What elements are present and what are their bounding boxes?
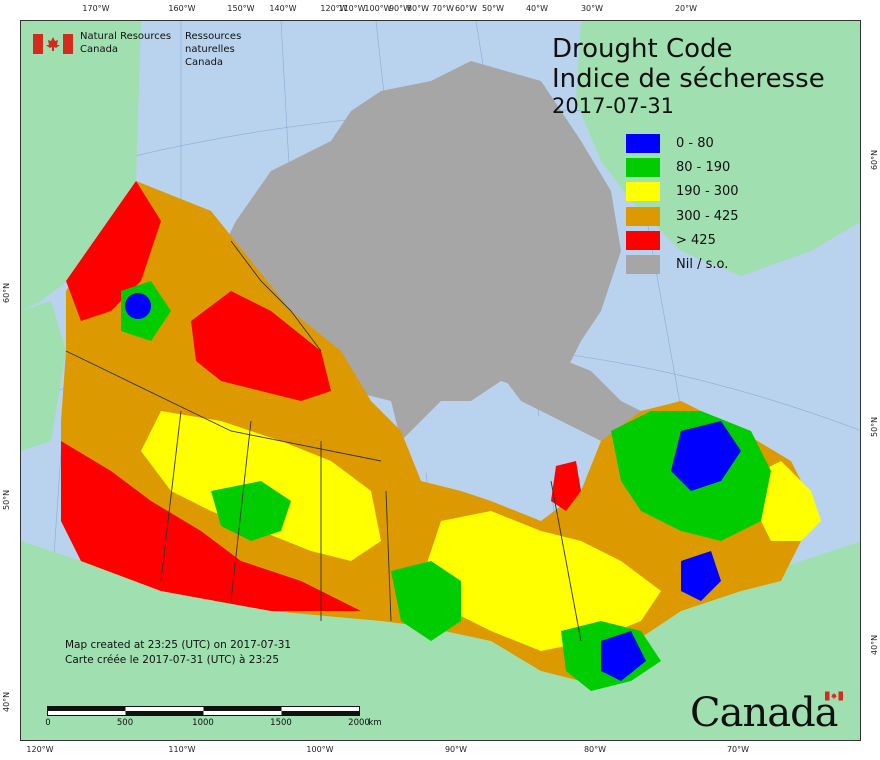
legend-swatch (626, 254, 660, 274)
blue-zone-newfoundland (681, 551, 721, 601)
red-zone-west (66, 181, 161, 321)
blue-zone-quebec (671, 421, 741, 491)
scale-label: 1500 (270, 718, 292, 728)
bottom-tick-120w: 120°W (26, 745, 54, 754)
legend-label: Nil / s.o. (676, 256, 729, 272)
top-tick-150w: 150°W (227, 4, 255, 13)
top-tick-120w: 120°W (320, 4, 348, 13)
scale-bar: 0 500 1000 1500 2000 km (45, 705, 382, 730)
hudson-bay (401, 401, 576, 501)
top-tick-40w: 40°W (525, 4, 549, 13)
map-title-en: Drought Code (552, 34, 733, 64)
bottom-tick-80w: 80°W (583, 745, 607, 754)
legend-swatch (626, 134, 660, 153)
usa-land (21, 541, 860, 740)
map-title-fr: Indice de sécheresse (552, 64, 825, 94)
top-tick-70w: 70°W (431, 4, 455, 13)
green-zone-prairies (211, 481, 291, 541)
top-tick-60w: 60°W (454, 4, 478, 13)
legend-label: 80 - 190 (676, 160, 731, 176)
top-tick-170w: 170°W (82, 4, 110, 13)
left-tick-50n: 50°N (2, 489, 11, 510)
canada-wordmark: Canada (690, 690, 850, 736)
credit-en: Map created at 23:25 (UTC) on 2017-07-31 (65, 639, 292, 651)
wordmark-text: Canada (690, 690, 839, 736)
legend-label: > 425 (676, 232, 716, 248)
top-tick-160w: 160°W (168, 4, 196, 13)
top-tick-20w: 20°W (674, 4, 698, 13)
legend-swatch (626, 206, 660, 226)
drought-map[interactable] (20, 20, 861, 741)
left-tick-40n: 40°N (2, 691, 11, 712)
bottom-tick-70w: 70°W (726, 745, 750, 754)
top-tick-50w: 50°W (481, 4, 505, 13)
agency-name-fr: Ressources naturelles Canada (185, 30, 263, 69)
red-zone-quebec (551, 461, 581, 511)
red-zone-bc (61, 441, 361, 611)
province-boundaries (65, 240, 582, 642)
legend-label: 0 - 80 (676, 136, 714, 151)
scale-label: 500 (116, 718, 134, 728)
agency-name-fr-line2: Canada (185, 57, 224, 68)
legend-swatch (626, 158, 660, 178)
top-tick-110w: 110°W (338, 4, 366, 13)
scale-label: 0 (45, 718, 51, 728)
legend-swatch (626, 182, 660, 202)
agency-name-fr-line1: Ressources naturelles (185, 31, 242, 55)
top-tick-80w: 80°W (406, 4, 430, 13)
map-title: Drought Code Indice de sécheresse (552, 34, 825, 94)
bottom-tick-110w: 110°W (168, 745, 196, 754)
hudson-strait-nil (491, 351, 661, 441)
top-tick-100w: 100°W (364, 4, 392, 13)
map-date: 2017-07-31 (552, 94, 675, 118)
top-tick-90w: 90°W (388, 4, 412, 13)
yellow-zone-ontario (421, 511, 661, 651)
top-tick-140w: 140°W (269, 4, 297, 13)
alaska-land (21, 21, 141, 311)
bc-coast-land (21, 301, 66, 451)
scale-unit: km (368, 718, 382, 728)
right-tick-40n: 40°N (870, 634, 879, 655)
scale-label: 1000 (192, 718, 214, 728)
wordmark-flag-icon (825, 691, 843, 701)
legend-label: 190 - 300 (676, 184, 739, 200)
left-tick-60n: 60°N (2, 282, 11, 303)
red-zone-nwt (191, 291, 331, 401)
blue-zone-yukon (125, 293, 151, 319)
blue-zone-stlawrence (601, 631, 646, 681)
bottom-tick-90w: 90°W (444, 745, 468, 754)
map-canvas (21, 21, 860, 740)
agency-name-en: Natural Resources Canada (80, 30, 171, 56)
agency-name-en-line1: Natural Resources (80, 31, 172, 42)
agency-name-en-line2: Canada (80, 44, 119, 55)
right-tick-50n: 50°N (870, 416, 879, 437)
nrcan-signature: Natural Resources Canada Ressources natu… (33, 30, 263, 68)
right-tick-60n: 60°N (870, 149, 879, 170)
credit-fr: Carte créée le 2017-07-31 (UTC) à 23:25 (65, 654, 280, 666)
legend-label: 300 - 425 (676, 208, 739, 224)
canada-flag-icon (33, 34, 73, 54)
map-credit: Map created at 23:25 (UTC) on 2017-07-31… (65, 638, 291, 668)
scale-label: 2000 (348, 718, 370, 728)
bottom-tick-100w: 100°W (306, 745, 334, 754)
top-tick-30w: 30°W (580, 4, 604, 13)
legend-swatch (626, 230, 660, 250)
green-zone-ontario (391, 561, 461, 641)
scale-bar-graphic (47, 706, 360, 716)
